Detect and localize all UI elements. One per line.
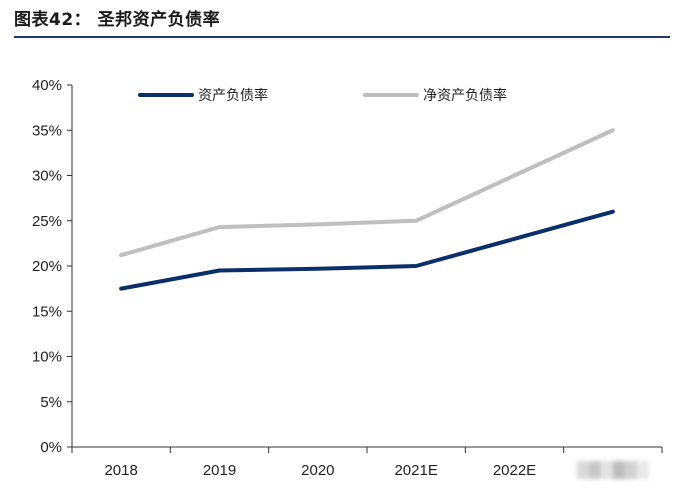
mosaic-cell — [576, 461, 589, 479]
y-tick-label: 0% — [40, 439, 62, 456]
legend-label: 净资产负债率 — [423, 87, 507, 104]
y-tick-label: 35% — [32, 122, 62, 139]
y-tick-label: 30% — [32, 168, 62, 185]
y-tick-label: 10% — [32, 349, 62, 366]
x-tick-label: 2022E — [493, 462, 536, 479]
y-tick-label: 20% — [32, 258, 62, 275]
mosaic-cell — [612, 461, 625, 479]
page-title: 图表42： 圣邦资产负债率 — [14, 10, 221, 30]
series-line — [119, 128, 615, 258]
mosaic-cell — [600, 461, 613, 479]
y-tick-label: 15% — [32, 303, 62, 320]
mosaic-cell — [588, 461, 601, 479]
chart-legend: 资产负债率 净资产负债率 — [138, 87, 507, 104]
chart-series — [119, 128, 615, 291]
mosaic-cell — [636, 461, 649, 479]
x-tick-label: 2021E — [394, 462, 437, 479]
x-tick-label: 2020 — [301, 462, 334, 479]
chart-ticks: 0% 5% 10% 15% 20% 25% 30% 35% 40% 2018 2019 2020 202… — [32, 77, 663, 479]
series-line — [119, 209, 615, 291]
legend-label: 资产负债率 — [198, 87, 268, 104]
y-tick-label: 25% — [32, 213, 62, 230]
y-tick-label: 40% — [32, 77, 62, 94]
x-tick-label: 2018 — [104, 462, 137, 479]
x-tick-label-obscured — [576, 461, 649, 479]
title-bar: 图表42： 圣邦资产负债率 — [14, 6, 670, 34]
mosaic-cell — [624, 461, 637, 479]
x-tick-label: 2019 — [203, 462, 236, 479]
y-tick-label: 5% — [40, 394, 62, 411]
title-divider — [14, 36, 670, 38]
